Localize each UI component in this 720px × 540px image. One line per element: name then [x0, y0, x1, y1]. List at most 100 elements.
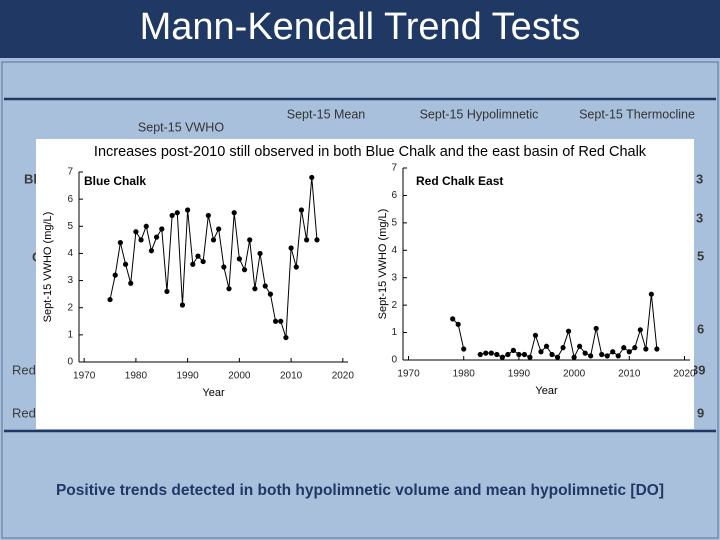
cell-value: 5 — [697, 248, 704, 263]
data-point — [626, 349, 632, 355]
data-point — [267, 291, 274, 297]
data-point — [588, 353, 594, 359]
data-point — [257, 250, 263, 257]
column-header: Sept-15 VWHO — [138, 120, 224, 134]
x-tick-label: 2010 — [280, 371, 303, 382]
data-point — [185, 207, 191, 213]
data-point — [577, 343, 583, 349]
data-point — [615, 353, 621, 359]
data-point — [190, 261, 196, 267]
chart-panel — [36, 139, 694, 429]
data-point — [510, 347, 516, 353]
slide-title: Mann-Kendall Trend Tests — [140, 6, 581, 48]
data-point — [133, 229, 139, 235]
x-axis-label: Year — [535, 385, 558, 397]
row-label: Bl — [24, 171, 37, 186]
cell-value: 6 — [697, 321, 704, 336]
y-tick-label: 4 — [67, 248, 73, 259]
data-point — [604, 353, 610, 359]
data-point — [532, 332, 539, 338]
y-tick-label: 0 — [391, 355, 397, 366]
y-tick-label: 1 — [391, 327, 397, 338]
data-point — [272, 318, 279, 324]
banner: Increases post-2010 still observed in bo… — [94, 144, 647, 160]
y-tick-label: 2 — [67, 302, 73, 313]
row-label: Red — [12, 405, 36, 420]
data-point — [543, 343, 550, 349]
column-header: Sept-15 Thermocline — [579, 107, 695, 121]
data-point — [632, 345, 638, 351]
y-tick-label: 1 — [67, 329, 73, 340]
data-point — [283, 334, 289, 341]
data-point — [516, 351, 522, 358]
data-point — [309, 174, 315, 181]
data-point — [112, 272, 118, 278]
data-point — [128, 280, 134, 286]
column-header: Sept-15 Mean — [287, 107, 366, 121]
data-point — [221, 264, 227, 270]
data-point — [153, 234, 160, 240]
x-tick-label: 1980 — [453, 369, 476, 380]
x-tick-label: 2010 — [618, 369, 641, 380]
data-point — [488, 350, 494, 356]
data-point — [288, 245, 294, 251]
data-point — [314, 237, 320, 243]
cell-value: 3 — [696, 210, 703, 225]
data-point — [571, 354, 577, 360]
data-point — [200, 258, 206, 265]
data-point — [554, 354, 561, 360]
x-tick-label: 1970 — [73, 371, 96, 382]
data-point — [637, 327, 643, 333]
y-tick-label: 0 — [67, 357, 73, 368]
data-point — [107, 296, 113, 303]
data-point — [293, 264, 299, 270]
data-point — [593, 325, 599, 332]
x-axis-label: Year — [202, 387, 225, 399]
data-point — [231, 210, 237, 216]
data-point — [610, 349, 616, 355]
y-tick-label: 3 — [391, 272, 397, 283]
data-point — [527, 354, 533, 360]
data-point — [494, 351, 500, 358]
data-point — [505, 351, 511, 358]
data-point — [599, 351, 605, 358]
x-tick-label: 1970 — [397, 369, 420, 380]
slide-frame — [1, 61, 719, 539]
data-point — [143, 223, 149, 229]
y-tick-label: 5 — [67, 221, 73, 232]
data-point — [560, 345, 566, 351]
data-point — [148, 248, 155, 254]
x-tick-label: 2020 — [673, 369, 696, 380]
data-point — [252, 286, 258, 292]
data-point — [549, 351, 555, 358]
header-band — [0, 0, 720, 58]
data-point — [247, 237, 253, 243]
data-point — [521, 351, 528, 358]
y-axis-label: Sept-15 VWHO (mg/L) — [377, 209, 389, 320]
y-tick-label: 7 — [391, 163, 397, 174]
data-point — [241, 267, 248, 273]
data-point — [565, 328, 572, 334]
data-point — [195, 253, 201, 259]
y-tick-label: 3 — [67, 275, 73, 286]
data-point — [117, 239, 123, 246]
chart-title: Blue Chalk — [84, 174, 146, 188]
data-point — [450, 316, 456, 322]
cell-value: 3 — [696, 171, 703, 186]
data-point — [236, 256, 242, 262]
data-point — [210, 237, 217, 243]
cell-value: 9 — [697, 405, 704, 420]
data-point — [216, 226, 222, 232]
data-point — [582, 350, 588, 356]
x-tick-label: 1990 — [508, 369, 531, 380]
data-point — [179, 302, 186, 308]
data-point — [499, 354, 505, 360]
data-point — [278, 318, 284, 324]
y-tick-label: 7 — [67, 167, 73, 178]
data-point — [477, 351, 483, 358]
x-tick-label: 1980 — [125, 371, 148, 382]
x-tick-label: 2000 — [563, 369, 586, 380]
y-tick-label: 6 — [67, 194, 73, 205]
y-tick-label: 2 — [391, 300, 397, 311]
